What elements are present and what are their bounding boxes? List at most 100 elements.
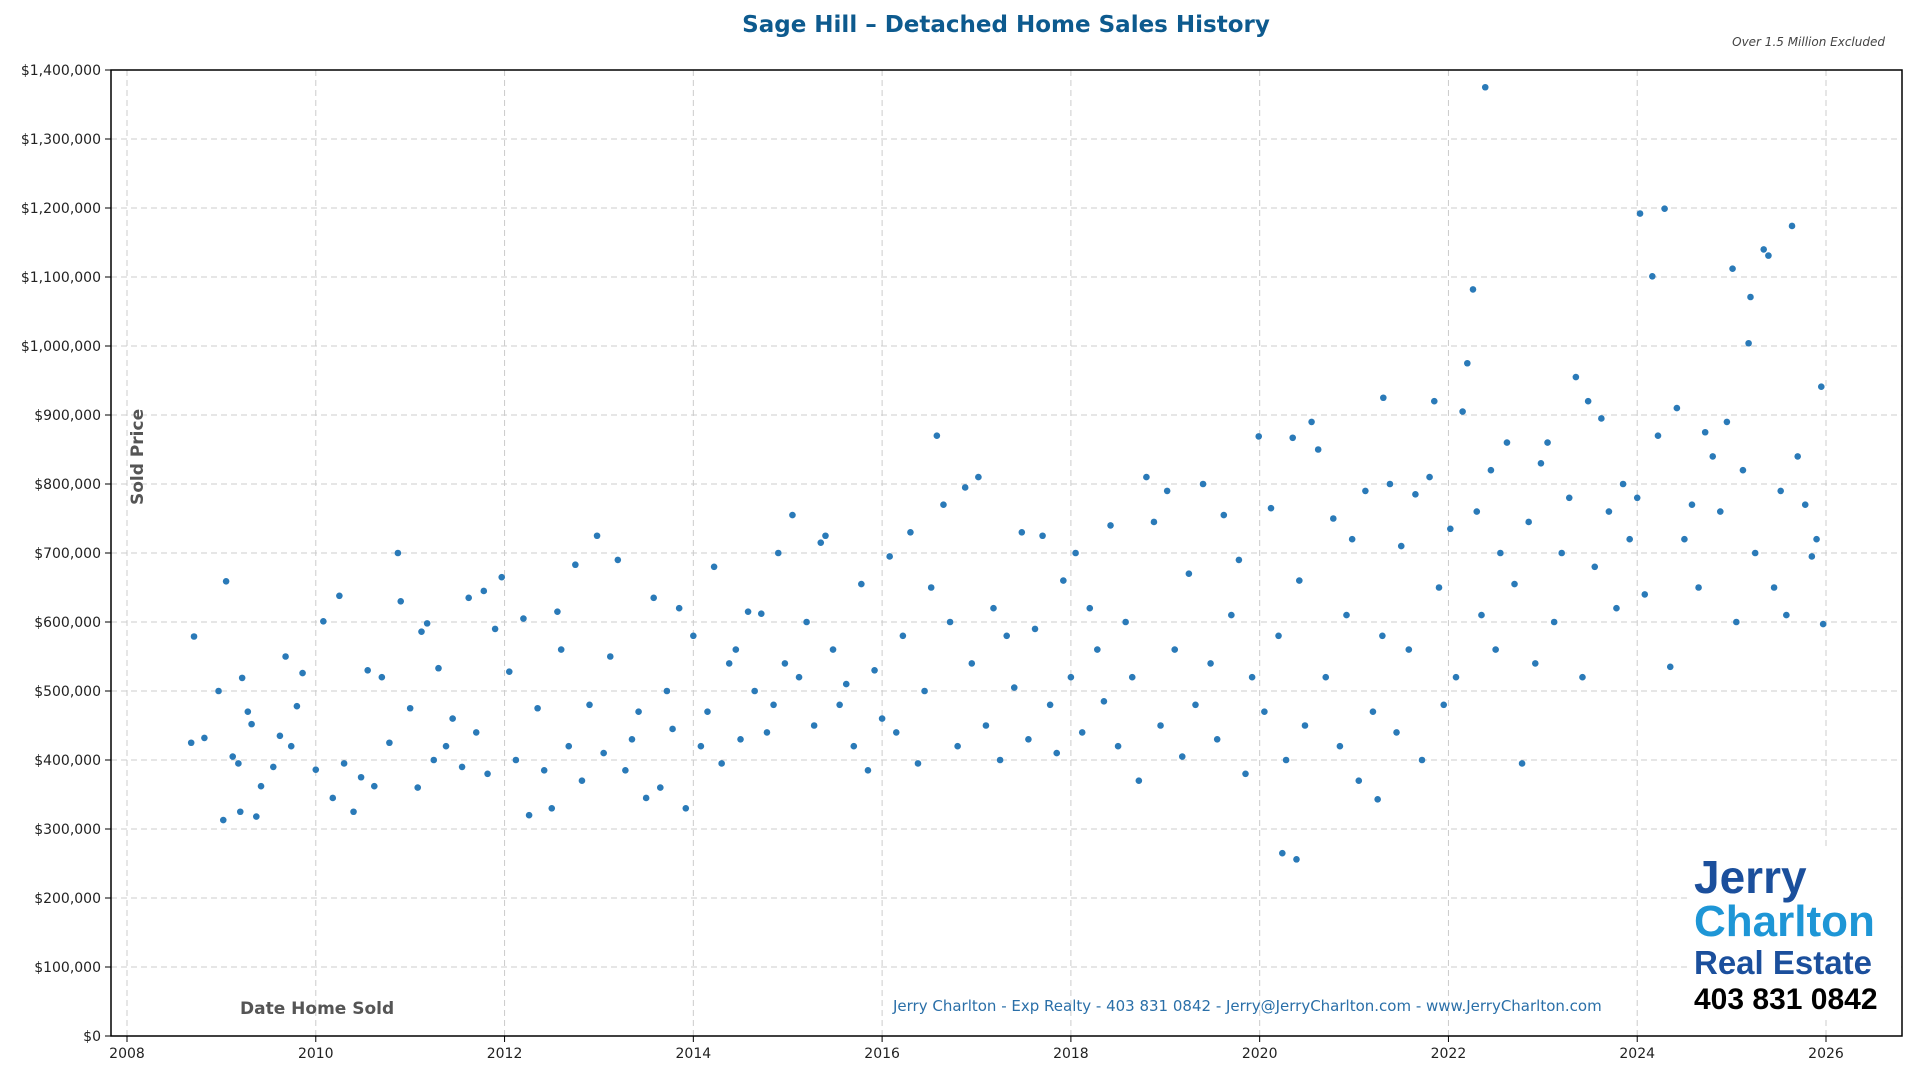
data-point <box>878 715 886 722</box>
data-point <box>1503 439 1511 446</box>
data-point <box>1469 286 1477 293</box>
data-point <box>1531 660 1539 667</box>
data-point <box>276 732 284 740</box>
data-point <box>1362 487 1369 495</box>
data-point <box>520 615 527 622</box>
data-point <box>622 767 629 774</box>
data-point <box>829 646 837 653</box>
data-point <box>946 618 954 626</box>
data-point <box>435 664 442 672</box>
data-point <box>586 701 593 709</box>
logo-line1: Jerry <box>1694 851 1807 903</box>
data-point <box>201 734 208 742</box>
data-point <box>1777 487 1784 495</box>
data-point <box>219 816 227 824</box>
data-point <box>548 805 556 812</box>
y-tick-label: $200,000 <box>34 891 101 907</box>
data-point <box>1511 580 1518 588</box>
data-point <box>1078 729 1086 736</box>
data-point <box>817 539 825 546</box>
x-tick-label: 2018 <box>1053 1046 1089 1062</box>
data-point <box>1473 508 1481 515</box>
x-tick-label: 2026 <box>1808 1046 1844 1062</box>
y-tick-label: $1,200,000 <box>21 201 101 217</box>
data-point <box>1178 753 1186 760</box>
y-tick-label: $900,000 <box>34 408 101 424</box>
data-point <box>1518 760 1526 767</box>
data-point <box>751 687 758 695</box>
data-point <box>899 632 907 640</box>
brand-logo: Jerry Charlton Real Estate 403 831 0842 <box>1690 850 1898 1019</box>
data-point <box>1688 501 1696 509</box>
data-point <box>505 668 513 675</box>
y-tick-label: $1,300,000 <box>21 132 101 148</box>
data-point <box>1550 618 1558 626</box>
data-point <box>1157 722 1164 729</box>
data-point <box>1248 673 1256 681</box>
data-point <box>757 610 765 618</box>
data-point <box>423 620 431 627</box>
data-point <box>1525 518 1532 526</box>
data-point <box>803 618 810 626</box>
data-point <box>1430 397 1438 405</box>
data-point <box>449 715 456 722</box>
data-point <box>1783 611 1790 619</box>
y-tick-label: $500,000 <box>34 684 101 700</box>
data-point <box>1579 673 1586 681</box>
data-point <box>1003 632 1011 640</box>
data-point <box>270 763 277 771</box>
data-point <box>725 660 733 667</box>
data-point <box>1374 796 1381 803</box>
data-point <box>907 529 914 536</box>
data-point <box>1135 777 1143 784</box>
x-tick-label: 2014 <box>676 1046 712 1062</box>
data-point <box>418 628 425 635</box>
data-point <box>1405 646 1413 653</box>
data-point <box>697 742 705 750</box>
data-point <box>312 766 320 773</box>
data-point <box>1452 673 1460 681</box>
data-point <box>1386 480 1394 488</box>
data-point <box>1770 584 1778 591</box>
data-point <box>336 592 343 600</box>
data-point <box>1213 736 1221 743</box>
data-point <box>229 753 237 760</box>
data-point <box>1584 397 1592 405</box>
data-point <box>1018 529 1026 536</box>
data-point <box>1301 722 1309 729</box>
data-point <box>1605 508 1613 515</box>
data-point <box>1025 736 1032 743</box>
data-point <box>1235 556 1243 564</box>
data-point <box>718 760 725 767</box>
data-point <box>642 794 650 802</box>
data-point <box>1412 491 1419 498</box>
data-point <box>1107 522 1114 529</box>
data-point <box>1747 293 1754 301</box>
data-point <box>1122 618 1129 626</box>
data-point <box>1733 618 1740 626</box>
data-point <box>236 808 244 816</box>
data-point <box>1393 729 1400 736</box>
data-point <box>1053 749 1061 757</box>
data-point <box>1464 359 1471 367</box>
data-point <box>1322 673 1330 681</box>
data-point <box>914 760 922 767</box>
data-point <box>364 667 371 674</box>
data-point <box>1481 83 1489 91</box>
data-point <box>864 767 872 774</box>
data-point <box>732 646 740 653</box>
data-point <box>187 739 195 747</box>
contact-info: Jerry Charlton - Exp Realty - 403 831 08… <box>893 997 1602 1015</box>
data-point <box>1598 415 1605 422</box>
data-point <box>1010 684 1018 691</box>
data-point <box>320 618 327 625</box>
data-point <box>442 742 450 750</box>
data-point <box>968 660 976 667</box>
y-tick-label: $600,000 <box>34 615 101 631</box>
x-tick-label: 2010 <box>298 1046 334 1062</box>
x-tick-label: 2020 <box>1242 1046 1278 1062</box>
y-tick-label: $1,100,000 <box>21 270 101 286</box>
data-point <box>1296 577 1303 584</box>
data-point <box>1808 553 1816 560</box>
data-point <box>1343 611 1350 619</box>
